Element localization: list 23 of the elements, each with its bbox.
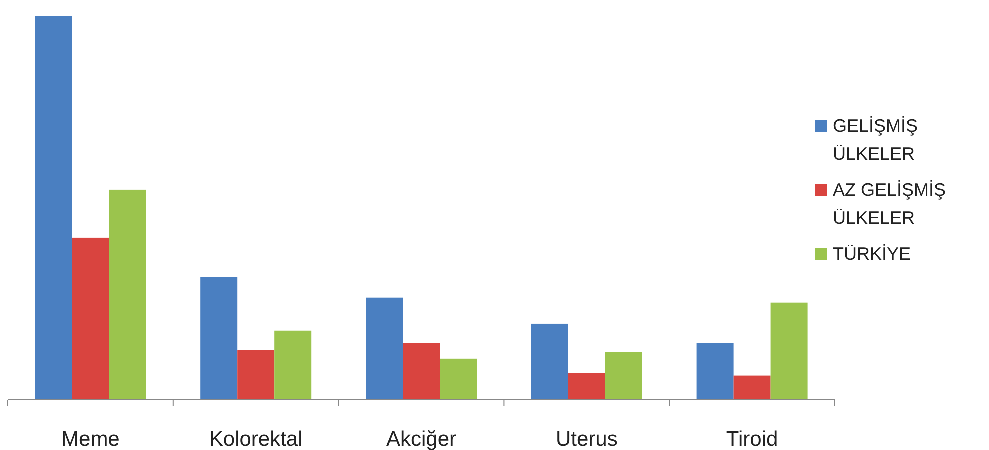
bar [734,376,771,400]
bar [770,302,808,400]
bar [274,330,312,400]
bar [403,343,440,400]
x-tick-label: Kolorektal [209,428,303,450]
bar [366,298,403,400]
x-tick-label: Akciğer [386,428,457,450]
bar [605,352,642,400]
legend-label: AZ GELİŞMİŞ ÜLKELER [833,180,946,228]
bar [35,16,72,400]
x-tick-label: Meme [62,428,120,450]
bar [238,350,275,400]
bar [72,238,110,400]
x-tick-label: Tiroid [726,428,778,450]
bar [568,373,606,400]
bar [531,324,568,400]
bar [200,277,238,400]
bar [696,343,734,400]
bar [440,358,477,400]
legend-label: TÜRKİYE [833,244,912,264]
bar [109,190,146,400]
x-tick-label: Uterus [556,428,618,450]
legend-label: GELİŞMİŞ ÜLKELER [833,116,918,164]
